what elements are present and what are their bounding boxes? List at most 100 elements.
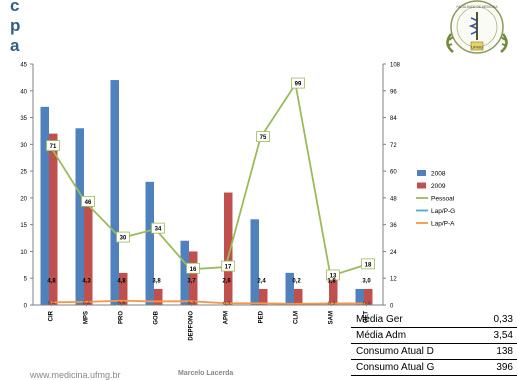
y-right-tick-label: 36 <box>390 223 397 229</box>
lap-pg-data-label: 2,4 <box>257 278 266 284</box>
x-tick-label: GOB <box>154 310 160 324</box>
footer-url: www.medicina.ufmg.br <box>30 370 121 380</box>
x-tick-label: SAM <box>329 311 335 324</box>
seal-ufmg-text: UFMG <box>471 45 483 50</box>
y-left-tick-label: 10 <box>20 250 27 256</box>
title-letter-p: p <box>10 16 21 35</box>
stats-label: Consumo Atual D <box>351 343 477 360</box>
y-right-tick-label: 72 <box>390 143 397 149</box>
stats-label: Consumo Atual G <box>351 359 477 376</box>
pessoal-data-label: 16 <box>190 267 197 273</box>
bar-2008 <box>40 106 49 305</box>
legend-swatch-2009 <box>417 182 426 189</box>
bar-2008 <box>75 128 84 305</box>
legend-label: Lap/P-A <box>431 221 455 228</box>
x-tick-label: MPS <box>84 311 90 324</box>
pessoal-label-box <box>256 131 270 143</box>
legend-label: 2009 <box>431 183 446 190</box>
pessoal-data-label: 17 <box>225 265 232 271</box>
y-left-tick-label: 25 <box>20 170 27 176</box>
footer-author: Marcelo Lacerda <box>178 370 234 377</box>
y-right-tick-label: 12 <box>390 277 397 283</box>
stats-label: Média Adm <box>351 327 477 344</box>
stats-row: Consumo Atual G 396 <box>351 359 517 376</box>
y-left-tick-label: 20 <box>20 196 27 202</box>
pessoal-data-label: 30 <box>120 236 127 242</box>
x-tick-label: PED <box>259 310 265 323</box>
bar-2009 <box>154 288 163 305</box>
lap-pa-data-label: 0,7 <box>188 301 196 307</box>
stats-row: Média Ger 0,33 <box>351 312 517 328</box>
bar-2008 <box>180 240 189 305</box>
legend-label: 2008 <box>431 171 446 178</box>
pessoal-label-box <box>116 231 130 243</box>
stats-value: 0,33 <box>476 312 517 328</box>
stats-value: 138 <box>476 343 517 360</box>
bar-2009 <box>364 288 373 305</box>
lap-pa-data-label: 0,6 <box>83 301 91 307</box>
y-right-tick-label: 24 <box>390 250 397 256</box>
pessoal-label-box <box>151 222 165 234</box>
line-Lap/P-A <box>50 299 366 305</box>
lap-pa-data-label: 0,5 <box>48 301 56 307</box>
pessoal-data-label: 99 <box>295 82 302 88</box>
lap-pg-data-label: 3,8 <box>152 278 161 284</box>
pessoal-data-label: 34 <box>155 227 162 233</box>
bar-2009 <box>294 288 303 305</box>
stats-row: Consumo Atual D 138 <box>351 343 517 360</box>
pessoal-data-label: 71 <box>50 144 57 150</box>
pessoal-data-label: 13 <box>330 273 337 279</box>
pessoal-label-box <box>291 77 305 89</box>
bar-2008 <box>250 219 259 305</box>
title-letters: c p a <box>10 0 30 56</box>
lap-pg-data-label: 4,3 <box>82 278 91 284</box>
pessoal-label-box <box>186 262 200 274</box>
stats-value: 396 <box>476 359 517 376</box>
lap-pg-data-label: 1,8 <box>327 278 336 284</box>
bar-2009 <box>119 272 128 305</box>
pessoal-label-box <box>361 258 375 270</box>
legend-label: Pessoal <box>431 196 455 203</box>
y-right-tick-label: 0 <box>390 304 394 310</box>
x-tick-label: DEPFONO <box>189 311 195 341</box>
lap-pg-data-label: 0,2 <box>292 278 301 284</box>
y-left-tick-label: 15 <box>20 223 27 229</box>
x-tick-label: APM <box>224 311 230 324</box>
pessoal-label-box <box>326 269 340 281</box>
bar-2008 <box>110 80 119 305</box>
seal-top-text: FACULDADE DE MEDICINA <box>457 5 499 9</box>
title-letter-a: a <box>10 36 20 55</box>
bar-2009 <box>189 251 198 305</box>
y-left-tick-label: 35 <box>20 116 27 122</box>
stats-value: 3,54 <box>476 327 517 344</box>
lap-pa-data-label: 0,8 <box>118 301 126 307</box>
lap-pg-data-label: 3,0 <box>362 278 371 284</box>
pessoal-label-box <box>221 260 235 272</box>
y-left-tick-label: 45 <box>20 63 27 69</box>
y-right-tick-label: 96 <box>390 89 397 95</box>
y-left-tick-label: 40 <box>20 89 27 95</box>
bar-2009 <box>224 192 233 305</box>
y-right-tick-label: 60 <box>390 170 397 176</box>
x-tick-label: CLM <box>294 311 300 324</box>
bar-2009 <box>259 288 268 305</box>
lap-pg-data-label: 4,8 <box>117 278 126 284</box>
pessoal-data-label: 75 <box>260 135 267 141</box>
y-left-tick-label: 0 <box>24 304 28 310</box>
y-right-tick-label: 108 <box>390 63 401 69</box>
line-Pessoal <box>49 81 366 278</box>
bar-2008 <box>355 288 364 305</box>
bar-2008 <box>285 272 294 305</box>
stats-row: Média Adm 3,54 <box>351 327 517 344</box>
title-letter-c: c <box>10 0 20 15</box>
lap-pa-data-label: 0,3 <box>363 301 371 307</box>
pessoal-label-box <box>81 195 95 207</box>
pessoal-data-label: 18 <box>365 262 372 268</box>
y-right-tick-label: 48 <box>390 196 397 202</box>
legend-swatch-2008 <box>417 170 426 176</box>
bar-2009 <box>84 203 93 305</box>
legend-label: Lap/P-G <box>431 208 455 215</box>
lap-pg-data-label: 4,8 <box>47 278 56 284</box>
y-left-tick-label: 5 <box>24 277 28 283</box>
lap-pg-data-label: 2,6 <box>222 278 231 284</box>
